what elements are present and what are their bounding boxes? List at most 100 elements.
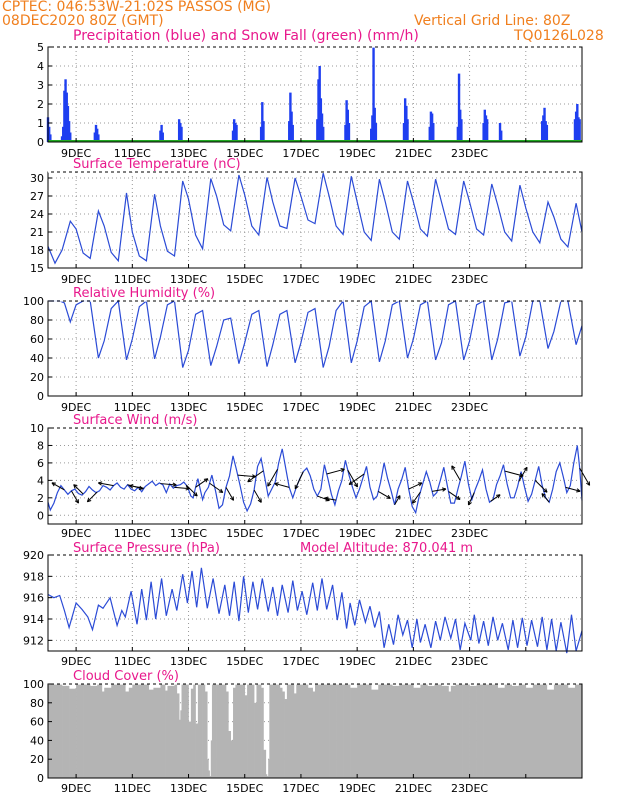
cloud-title: Cloud Cover (%) <box>73 669 179 684</box>
wind-arrow <box>294 471 304 490</box>
precip-ytick-label: 0 <box>37 136 44 149</box>
wind-line <box>47 445 583 515</box>
cloud-cover-bar <box>476 684 484 778</box>
wind-arrow <box>70 490 79 504</box>
wind-arrow <box>565 486 581 492</box>
rh-ytick-label: 60 <box>30 333 44 346</box>
wind-arrow <box>347 469 358 488</box>
cloud-cover-bar <box>553 684 562 778</box>
cloud-cover-bar <box>76 684 84 778</box>
cloud-ytick-label: 80 <box>30 697 44 710</box>
precip-xtick-label: 13DEC <box>170 147 207 160</box>
cloud-cover-bar <box>413 687 421 778</box>
wind-ytick-label: 6 <box>37 457 44 470</box>
wind-panel <box>47 427 591 525</box>
wind-arrow-head <box>418 482 423 487</box>
cloud-xtick-label: 11DEC <box>114 782 151 795</box>
wind-arrow-head <box>203 478 208 480</box>
cloud-cover-bar <box>160 684 166 778</box>
cloud-cover-bar <box>132 684 140 778</box>
rh-xtick-label: 15DEC <box>226 401 263 414</box>
precip-bar <box>235 124 238 142</box>
precip-bar <box>180 126 183 142</box>
temp-ytick-label: 18 <box>30 244 44 257</box>
precip-bar <box>347 123 351 142</box>
cloud-cover-bar <box>275 684 281 778</box>
cloud-cover-bar <box>450 685 456 778</box>
cloud-cover-bar <box>207 759 209 778</box>
cloud-cover-bar <box>378 684 386 778</box>
wind-arrow <box>412 491 421 504</box>
cloud-cover-bar <box>336 684 344 778</box>
cloud-cover-bar <box>293 693 297 778</box>
cloud-cover-bar <box>228 731 231 778</box>
pres-title: Surface Pressure (hPa) <box>73 541 220 556</box>
precip-bar <box>97 134 100 142</box>
precip-frame <box>47 46 583 143</box>
wind-arrow <box>534 480 548 493</box>
wind-arrow-head <box>349 483 354 486</box>
wind-arrow <box>174 486 190 490</box>
cloud-cover-bar <box>329 684 337 778</box>
cloud-xtick-label: 9DEC <box>61 782 91 795</box>
wind-arrow-head <box>257 499 262 503</box>
wind-arrow <box>237 474 256 478</box>
precip-xtick-label: 19DEC <box>339 147 376 160</box>
rh-xtick-label: 19DEC <box>339 401 376 414</box>
cloud-cover-bar <box>195 723 199 778</box>
wind-arrow-head <box>172 484 177 487</box>
precip-bar <box>291 124 294 142</box>
precip-bar <box>49 134 52 142</box>
cloud-cover-bar <box>242 684 246 778</box>
wind-arrow-head <box>74 500 79 504</box>
pres-ytick-label: 920 <box>23 549 44 562</box>
wind-ytick-label: 2 <box>37 492 44 505</box>
cloud-cover-bar <box>83 684 91 778</box>
temp-line <box>47 173 583 265</box>
wind-arrow-head <box>87 500 92 503</box>
cloud-cover-bar <box>211 684 217 778</box>
cloud-cover-bar <box>560 684 569 778</box>
precip-bar <box>161 132 164 142</box>
header-grid-line-note: Vertical Grid Line: 80Z <box>414 13 571 29</box>
temp-ytick-label: 30 <box>30 172 44 185</box>
cloud-cover-bar <box>186 684 189 778</box>
cloud-cover-bar <box>532 684 541 778</box>
cloud-cover-bar <box>406 684 414 778</box>
cloud-cover-bar <box>269 684 276 778</box>
cloud-cover-bar <box>350 687 358 778</box>
cloud-cover-bar <box>179 719 181 778</box>
cloud-cover-bar <box>104 687 112 778</box>
wind-arrow <box>377 490 391 499</box>
cloud-cover-bar <box>420 684 428 778</box>
temp-ytick-label: 21 <box>30 226 44 239</box>
wind-arrow-head <box>172 482 177 486</box>
cloud-cover-bar <box>284 699 288 778</box>
wind-ytick-label: 8 <box>37 439 44 452</box>
cloud-cover-bar <box>146 684 150 778</box>
wind-arrow-head <box>543 490 548 493</box>
wind-arrow-head <box>229 497 234 501</box>
temp-xtick-label: 19DEC <box>339 273 376 286</box>
wind-arrow-head <box>205 478 209 483</box>
wind-arrow <box>247 470 264 483</box>
pres-ytick-label: 916 <box>23 592 44 605</box>
wind-arrow-head <box>247 480 252 483</box>
cloud-xtick-label: 15DEC <box>226 782 263 795</box>
wind-arrow-head <box>341 468 345 473</box>
cloud-cover-bar <box>574 684 583 778</box>
precip-xtick-label: 15DEC <box>226 147 263 160</box>
wind-arrow <box>209 482 224 493</box>
wind-arrow <box>87 491 98 503</box>
pres-xtick-label: 9DEC <box>61 655 91 668</box>
cloud-ytick-label: 40 <box>30 734 44 747</box>
wind-arrow <box>195 478 209 488</box>
wind-arrow-head <box>51 482 55 487</box>
cloud-cover-bar <box>69 688 77 778</box>
pres-line <box>47 567 583 654</box>
cloud-cover-bar <box>101 691 105 778</box>
cloud-cover-bar <box>469 685 477 778</box>
wind-arrow <box>348 473 365 485</box>
header-model-code: TQ0126L028 <box>514 28 604 44</box>
cloud-cover-bar <box>265 774 268 778</box>
